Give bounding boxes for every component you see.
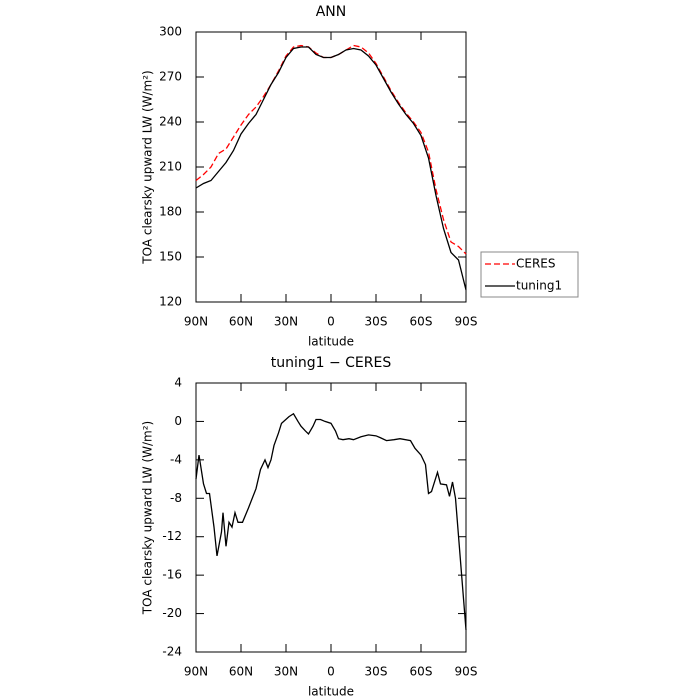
x-tick-label: 90S: [455, 315, 478, 329]
x-tick-label: 60S: [410, 665, 433, 679]
y-axis-label: TOA clearsky upward LW (W/m²): [141, 70, 155, 264]
x-tick-label: 30N: [274, 315, 298, 329]
y-tick-label: 0: [174, 414, 182, 428]
difference-line: [195, 412, 467, 630]
chart-title: tuning1 − CERES: [271, 355, 392, 371]
y-tick-label: 270: [159, 70, 182, 84]
y-tick-label: 210: [159, 160, 182, 174]
x-tick-label: 90N: [184, 315, 208, 329]
x-tick-label: 90N: [184, 665, 208, 679]
y-tick-label: 120: [159, 295, 182, 309]
y-tick-label: -8: [170, 491, 182, 505]
legend-box: [480, 251, 579, 298]
x-tick-label: 60N: [229, 315, 253, 329]
x-tick-label: 30S: [365, 315, 388, 329]
series-line: [195, 46, 467, 291]
x-axis-label: latitude: [308, 685, 354, 699]
y-tick-label: 240: [159, 115, 182, 129]
plot-frame: [195, 31, 467, 303]
x-tick-label: 30N: [274, 665, 298, 679]
y-tick-label: 4: [174, 376, 182, 390]
y-tick-label: 300: [159, 25, 182, 39]
y-tick-label: 180: [159, 205, 182, 219]
x-tick-label: 30S: [365, 665, 388, 679]
legend-label: tuning1: [516, 279, 562, 293]
y-tick-label: -12: [162, 529, 182, 543]
x-tick-label: 60N: [229, 665, 253, 679]
x-tick-label: 0: [327, 315, 335, 329]
y-tick-label: -24: [162, 645, 182, 659]
y-tick-label: -16: [162, 568, 182, 582]
chart-title: ANN: [316, 4, 347, 20]
y-tick-label: 150: [159, 250, 182, 264]
y-axis-label: TOA clearsky upward LW (W/m²): [141, 421, 155, 615]
x-tick-label: 0: [327, 665, 335, 679]
legend-label: CERES: [516, 257, 556, 271]
y-tick-label: -20: [162, 606, 182, 620]
x-tick-label: 90S: [455, 665, 478, 679]
x-tick-label: 60S: [410, 315, 433, 329]
x-axis-label: latitude: [308, 335, 354, 349]
y-tick-label: -4: [170, 452, 182, 466]
